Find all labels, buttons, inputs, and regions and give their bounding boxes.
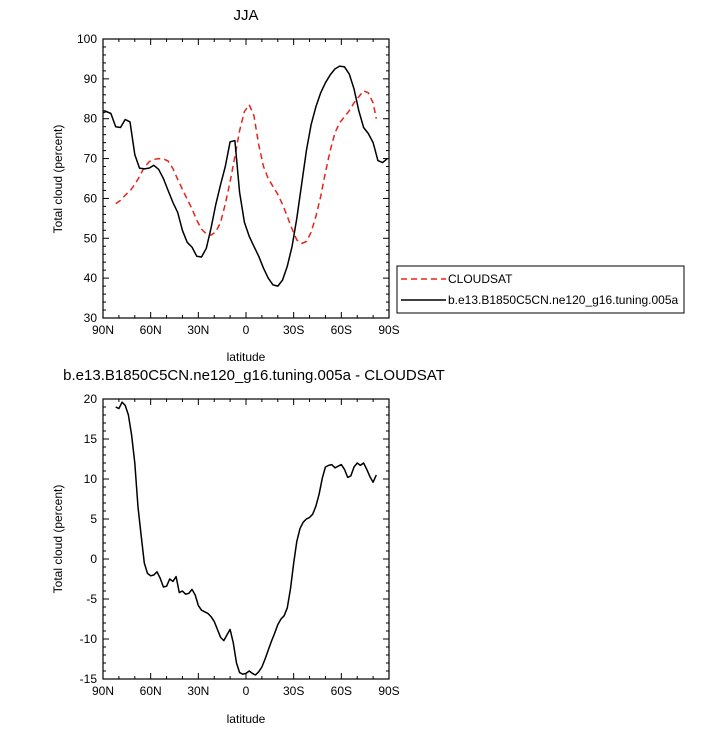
top-y-tick-label: 70 bbox=[84, 152, 98, 166]
bottom-series-line-0 bbox=[115, 401, 377, 676]
top-x-tick-label: 60N bbox=[140, 323, 162, 337]
top-x-tick-label: 30S bbox=[283, 323, 304, 337]
top-chart-axes: 90N 60N 30N 0 30S 60S 90S 30 40 50 60 70 80 90 100 bbox=[77, 32, 400, 337]
top-x-tick-label: 60S bbox=[331, 323, 352, 337]
top-series-line-1 bbox=[102, 65, 388, 287]
top-y-tick-label: 100 bbox=[77, 32, 97, 46]
legend-label-model: b.e13.B1850C5CN.ne120_g16.tuning.005a bbox=[448, 293, 679, 307]
top-y-tick-label: 80 bbox=[84, 112, 98, 126]
top-chart-title: JJA bbox=[233, 7, 258, 24]
bottom-chart-title: b.e13.B1850C5CN.ne120_g16.tuning.005a - … bbox=[63, 367, 445, 384]
bottom-y-tick-label: -15 bbox=[80, 672, 98, 686]
top-x-tick-label: 0 bbox=[243, 323, 250, 337]
bottom-y-tick-label: 5 bbox=[90, 512, 97, 526]
bottom-x-tick-label: 90S bbox=[378, 684, 399, 698]
bottom-chart-ylabel: Total cloud (percent) bbox=[51, 485, 65, 594]
bottom-chart-axes: 90N 60N 30N 0 30S 60S 90S -15 -10 -5 0 5 10 15 20 bbox=[80, 392, 400, 698]
legend-box bbox=[396, 265, 685, 314]
bottom-y-tick-label: -10 bbox=[80, 632, 98, 646]
top-chart-ylabel: Total cloud (percent) bbox=[51, 125, 65, 234]
bottom-chart-series bbox=[115, 401, 377, 676]
top-chart: JJA Total cloud (percent) latitude 90N 60… bbox=[51, 7, 400, 364]
bottom-y-tick-label: 15 bbox=[84, 432, 98, 446]
legend-label-cloudsat: CLOUDSAT bbox=[448, 272, 513, 286]
top-chart-series bbox=[102, 65, 388, 287]
top-series-line-0 bbox=[115, 90, 378, 245]
top-y-tick-label: 30 bbox=[84, 311, 98, 325]
top-chart-xlabel: latitude bbox=[227, 350, 266, 364]
top-x-tick-label: 30N bbox=[187, 323, 209, 337]
bottom-y-tick-label: 20 bbox=[84, 392, 98, 406]
bottom-x-tick-label: 30S bbox=[283, 684, 304, 698]
bottom-plot-frame bbox=[102, 398, 390, 680]
bottom-x-tick-label: 0 bbox=[243, 684, 250, 698]
bottom-y-tick-label: 0 bbox=[90, 552, 97, 566]
top-y-tick-label: 40 bbox=[84, 271, 98, 285]
top-plot-frame bbox=[102, 38, 390, 319]
bottom-x-tick-label: 60S bbox=[331, 684, 352, 698]
bottom-y-tick-label: 10 bbox=[84, 472, 98, 486]
bottom-x-tick-label: 60N bbox=[140, 684, 162, 698]
bottom-chart: b.e13.B1850C5CN.ne120_g16.tuning.005a - … bbox=[51, 367, 445, 726]
bottom-x-tick-label: 90N bbox=[92, 684, 114, 698]
bottom-chart-xlabel: latitude bbox=[227, 712, 266, 726]
top-y-tick-label: 90 bbox=[84, 72, 98, 86]
top-x-tick-label: 90S bbox=[378, 323, 399, 337]
bottom-x-tick-label: 30N bbox=[187, 684, 209, 698]
top-y-tick-label: 60 bbox=[84, 191, 98, 205]
top-x-tick-label: 90N bbox=[92, 323, 114, 337]
top-chart-legend: CLOUDSAT b.e13.B1850C5CN.ne120_g16.tunin… bbox=[396, 265, 685, 314]
bottom-y-tick-label: -5 bbox=[86, 592, 97, 606]
top-y-tick-label: 50 bbox=[84, 231, 98, 245]
